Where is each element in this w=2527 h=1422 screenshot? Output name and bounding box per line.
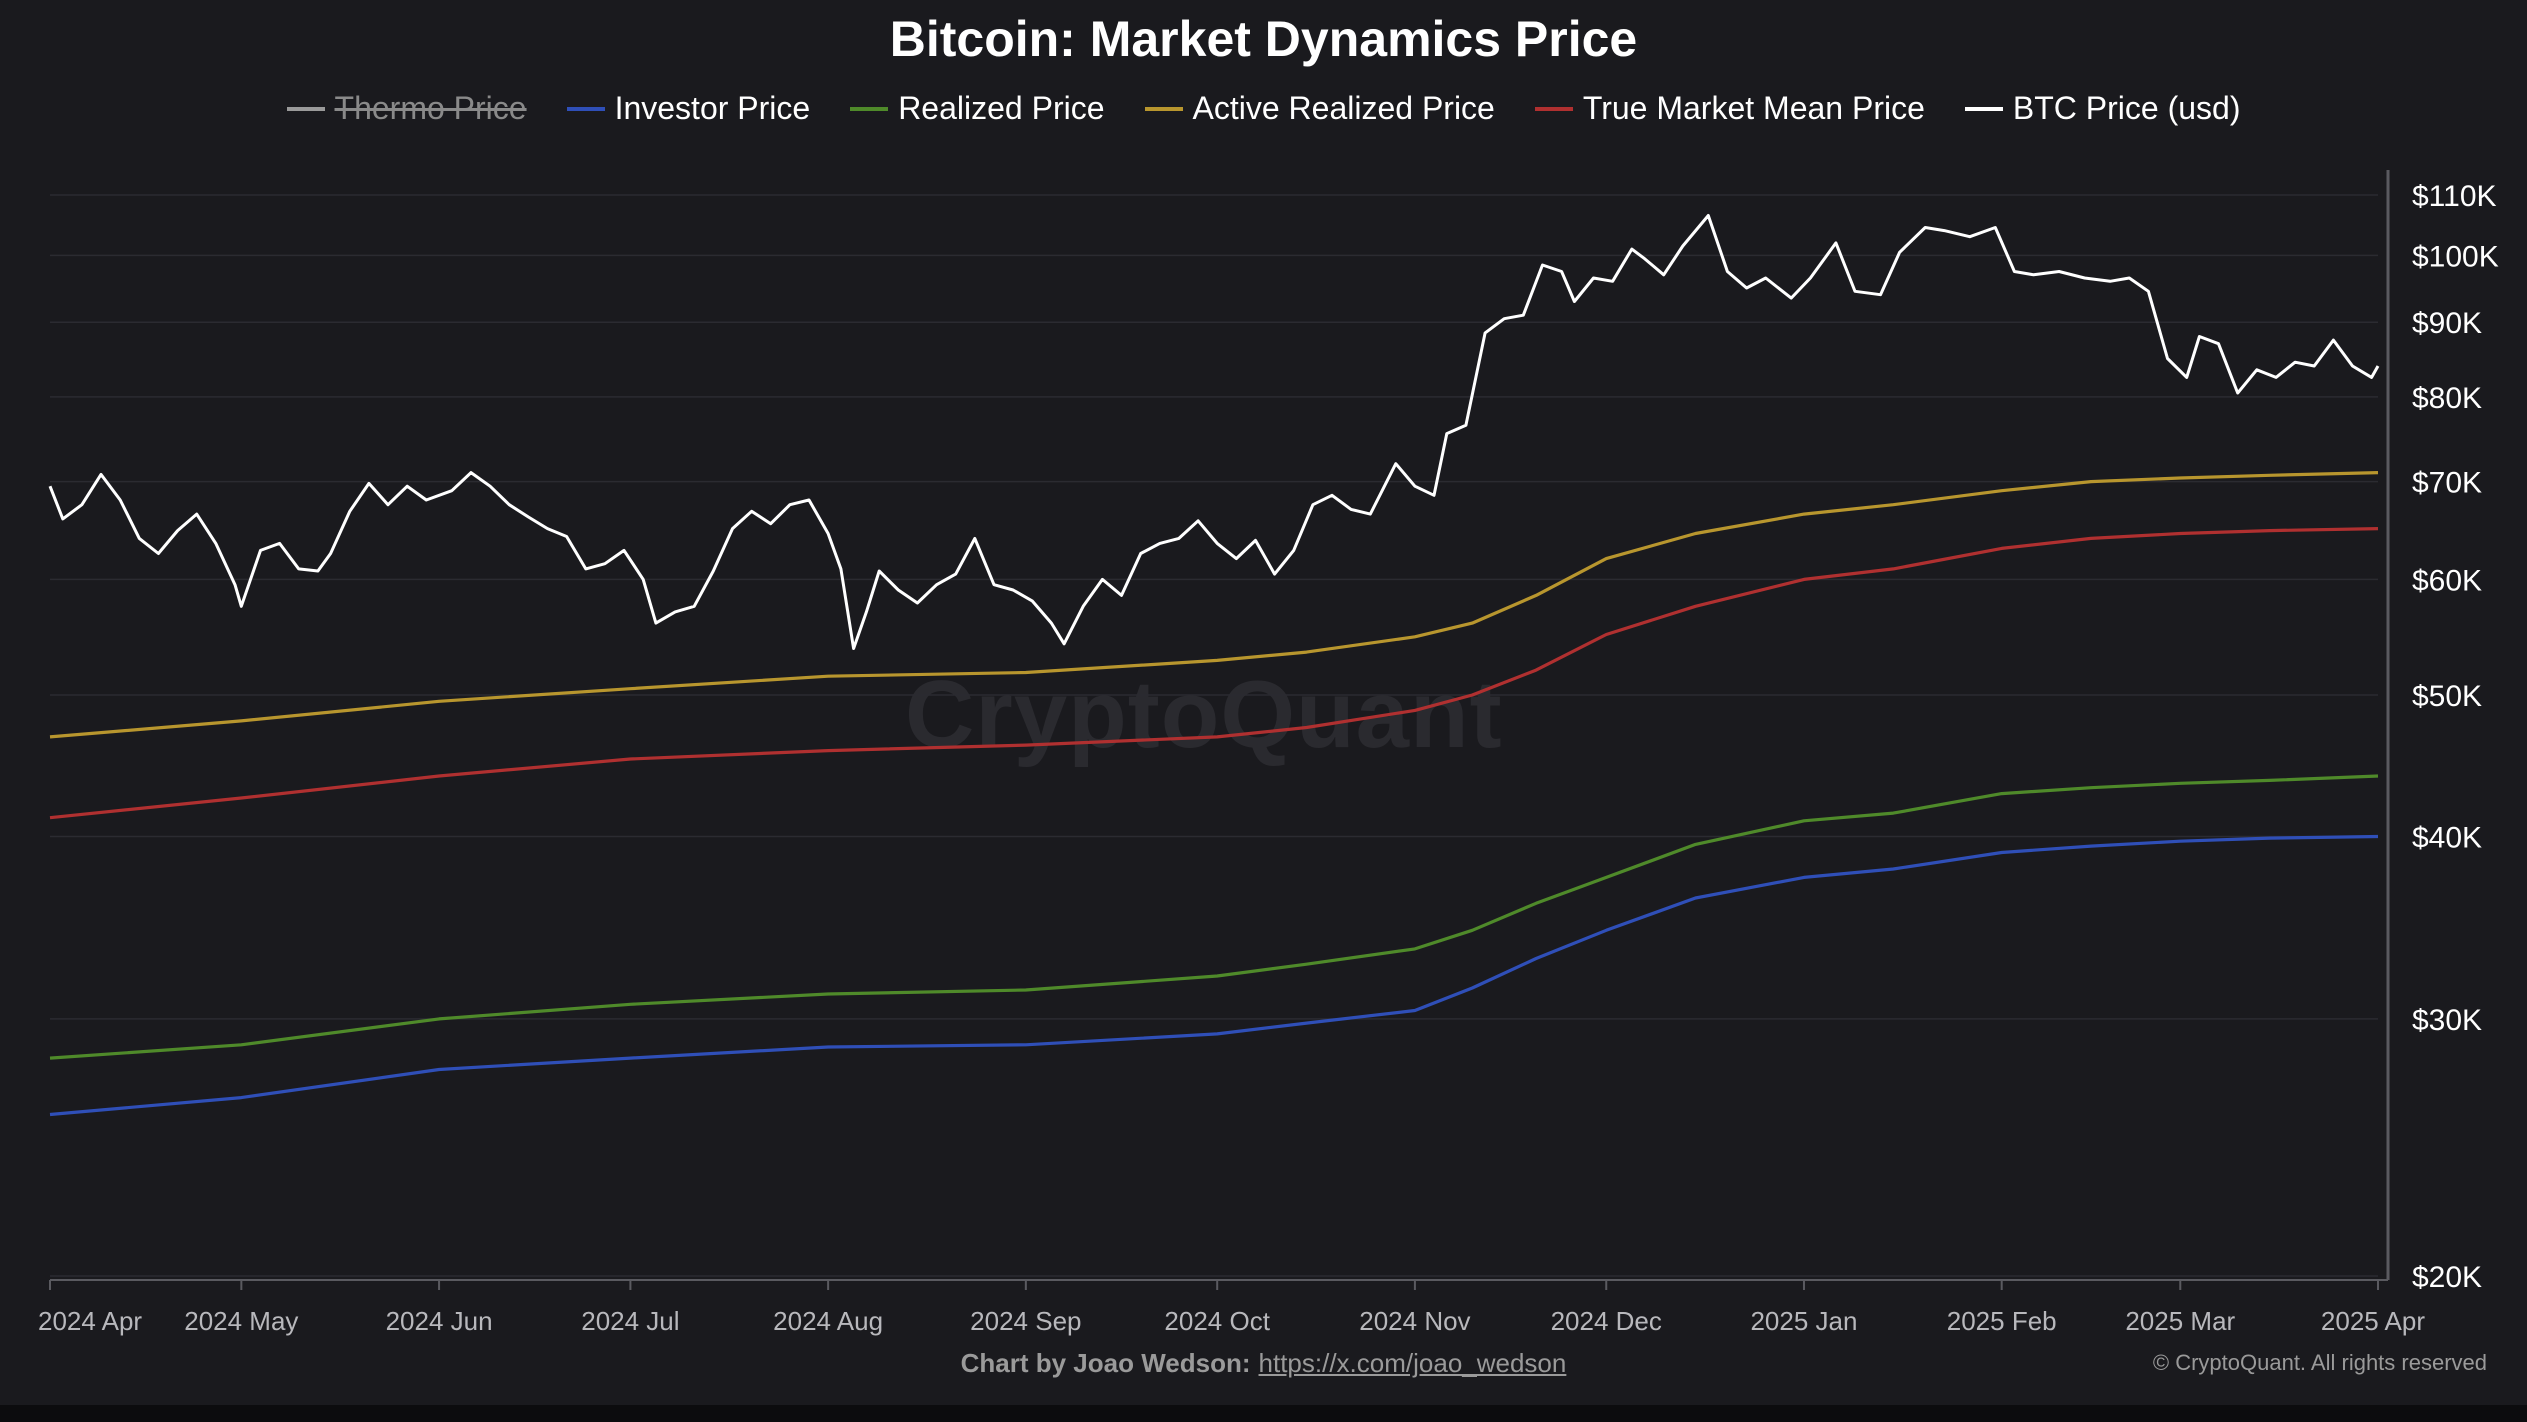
x-tick-label: 2025 Mar <box>2125 1306 2235 1336</box>
legend-item-active[interactable]: Active Realized Price <box>1144 90 1495 127</box>
x-tick-label: 2024 Jul <box>581 1306 679 1336</box>
bottom-strip <box>0 1405 2527 1422</box>
legend-label-thermo: Thermo Price <box>334 90 527 126</box>
x-tick-label: 2024 Apr <box>38 1306 142 1336</box>
grid-lines <box>50 194 2378 1277</box>
y-tick-label: $110K <box>2412 180 2497 213</box>
y-tick-label: $20K <box>2412 1261 2482 1294</box>
x-tick-label: 2024 Oct <box>1164 1306 1270 1336</box>
legend-item-btc[interactable]: BTC Price (usd) <box>1964 90 2241 127</box>
legend-label-investor: Investor Price <box>614 90 811 126</box>
credit-link[interactable]: https://x.com/joao_wedson <box>1258 1348 1567 1378</box>
y-tick-label: $40K <box>2412 821 2482 854</box>
series-line-tmm <box>49 527 2379 820</box>
legend-label-btc: BTC Price (usd) <box>2012 90 2241 126</box>
series-line-realized <box>49 774 2379 1060</box>
y-tick-label: $90K <box>2412 307 2482 340</box>
y-tick-label: $60K <box>2412 564 2482 597</box>
series-lines <box>48 214 2380 1117</box>
watermark-text: CryptoQuant <box>905 661 1503 768</box>
legend-item-thermo[interactable]: Thermo Price <box>286 90 527 127</box>
copyright-text: © CryptoQuant. All rights reserved <box>2152 1350 2487 1375</box>
legend-swatch-realized <box>850 106 889 111</box>
series-line-active <box>49 471 2379 739</box>
y-tick-label: $100K <box>2412 240 2499 273</box>
y-tick-label: $50K <box>2412 680 2482 713</box>
x-tick-label: 2025 Feb <box>1947 1306 2057 1336</box>
x-tick-label: 2024 Sep <box>970 1306 1081 1336</box>
y-tick-label: $30K <box>2412 1004 2482 1037</box>
series-line-btc <box>48 214 2380 650</box>
x-tick-label: 2025 Jan <box>1750 1306 1857 1336</box>
x-tick-label: 2024 Nov <box>1359 1306 1470 1336</box>
x-tick-label: 2024 Dec <box>1551 1306 1662 1336</box>
legend-label-tmm: True Market Mean Price <box>1582 90 1925 126</box>
x-tick-label: 2025 Apr <box>2321 1306 2425 1336</box>
series-line-investor <box>49 834 2379 1117</box>
y-tick-label: $70K <box>2412 467 2482 500</box>
axes: $20K $30K $40K $50K $60K $70K $80K $90K $100K $11… <box>38 170 2499 1336</box>
legend-item-tmm[interactable]: True Market Mean Price <box>1534 90 1925 127</box>
legend-swatch-btc <box>1964 106 2003 111</box>
x-tick-label: 2024 May <box>184 1306 298 1336</box>
legend-swatch-thermo <box>286 106 325 111</box>
chart-credit: Chart by Joao Wedson: https://x.com/joao_… <box>0 1348 2527 1379</box>
legend: Thermo Price Investor Price Realized Price… <box>0 90 2527 127</box>
y-tick-label: $80K <box>2412 382 2482 415</box>
legend-item-realized[interactable]: Realized Price <box>850 90 1105 127</box>
legend-label-active: Active Realized Price <box>1192 90 1495 126</box>
chart-title: Bitcoin: Market Dynamics Price <box>889 11 1638 67</box>
legend-swatch-tmm <box>1534 106 1573 111</box>
legend-item-investor[interactable]: Investor Price <box>566 90 811 127</box>
legend-label-realized: Realized Price <box>898 90 1105 126</box>
x-tick-label: 2024 Jun <box>386 1306 493 1336</box>
legend-swatch-active <box>1144 106 1183 111</box>
legend-swatch-investor <box>566 106 605 111</box>
x-tick-label: 2024 Aug <box>773 1306 883 1336</box>
credit-author: Chart by Joao Wedson: <box>960 1348 1251 1378</box>
